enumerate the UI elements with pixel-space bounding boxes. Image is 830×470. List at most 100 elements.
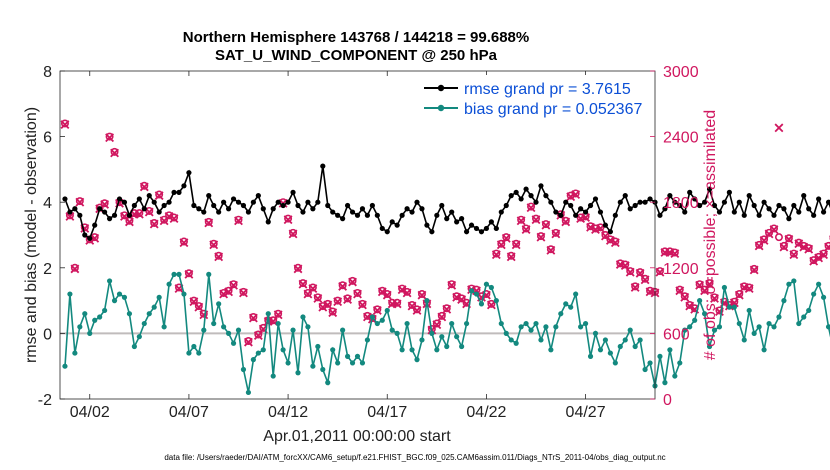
- plot-background: [60, 71, 655, 399]
- rmse-point: [141, 206, 147, 212]
- rmse-point: [488, 219, 494, 225]
- obs-assimilated-point: [685, 301, 695, 311]
- bias-point: [518, 324, 524, 330]
- obs-assimilated-point: [60, 120, 70, 130]
- obs-assimilated-point: [620, 261, 630, 271]
- bias-point: [444, 343, 450, 350]
- obs-assimilated-point: [194, 302, 204, 312]
- y-tick-label: 2: [43, 261, 52, 278]
- obs-possible-point: [70, 263, 79, 272]
- rmse-point: [310, 206, 316, 212]
- rmse-point: [731, 209, 737, 215]
- rmse-point: [270, 206, 276, 212]
- obs-possible-point: [700, 285, 709, 294]
- rmse-point: [553, 209, 559, 215]
- rmse-point: [568, 202, 574, 209]
- bias-point: [414, 357, 420, 363]
- rmse-point: [781, 206, 787, 212]
- bias-point: [553, 324, 559, 330]
- rmse-point: [597, 209, 604, 215]
- obs-assimilated-point: [392, 299, 402, 309]
- obs-assimilated-point: [293, 264, 303, 274]
- bias-point: [791, 278, 797, 284]
- obs-possible-point: [517, 215, 526, 224]
- obs-assimilated-point: [605, 236, 615, 245]
- bias-point: [116, 291, 123, 297]
- series-bias: [62, 271, 830, 396]
- bias-point: [156, 294, 162, 300]
- obs-assimilated-point: [124, 217, 134, 227]
- obs-possible-point: [507, 251, 516, 260]
- obs-assimilated-point: [169, 214, 179, 224]
- rmse-point: [106, 216, 113, 222]
- obs-possible-point: [750, 264, 759, 273]
- bias-point: [582, 320, 589, 327]
- obs-assimilated-point: [744, 284, 754, 294]
- bias-point: [632, 343, 638, 350]
- chart-title: Northern Hemisphere 143768 / 144218 = 99…: [183, 29, 529, 46]
- bias-point: [478, 301, 485, 307]
- bias-point: [72, 350, 78, 356]
- rmse-point: [97, 206, 103, 212]
- obs-assimilated-point: [521, 225, 531, 234]
- obs-possible-point: [626, 267, 635, 276]
- y-right-tick-label: 1800: [663, 195, 699, 212]
- bias-point: [285, 360, 291, 366]
- bias-point: [796, 320, 802, 327]
- obs-possible-point: [527, 202, 536, 211]
- obs-possible-point: [789, 249, 798, 258]
- bias-point: [87, 330, 93, 336]
- obs-possible-point: [492, 249, 501, 258]
- bias-point: [726, 304, 732, 310]
- obs-assimilated-point: [229, 280, 238, 290]
- rmse-point: [429, 229, 435, 235]
- bias-point: [776, 314, 782, 320]
- rmse-point: [513, 189, 519, 195]
- bias-point: [503, 330, 509, 336]
- bias-point: [340, 327, 346, 333]
- rmse-point: [111, 212, 118, 218]
- bias-point: [801, 314, 807, 320]
- rmse-point: [701, 199, 708, 205]
- rmse-point: [330, 209, 336, 215]
- obs-possible-point: [408, 300, 417, 309]
- bias-point: [379, 317, 385, 323]
- bias-point: [330, 347, 336, 353]
- obs-possible-point: [675, 285, 684, 294]
- bias-point: [265, 311, 271, 317]
- rmse-point: [369, 202, 375, 209]
- bias-point: [166, 281, 172, 287]
- obs-possible-point: [784, 234, 793, 243]
- rmse-point: [354, 212, 361, 218]
- obs-possible-point: [522, 224, 531, 233]
- bias-point: [820, 294, 827, 300]
- rmse-point: [201, 209, 207, 215]
- y-right-tick-label: 600: [663, 326, 690, 343]
- bias-point: [62, 363, 68, 369]
- bias-point: [221, 324, 227, 330]
- obs-assimilated-point: [328, 308, 338, 318]
- bias-point: [295, 370, 301, 376]
- rmse-point: [468, 222, 475, 228]
- obs-possible-point: [432, 319, 441, 328]
- obs-possible-point: [224, 286, 233, 295]
- rmse-point: [463, 229, 470, 235]
- y-axis-label: rmse and bias (model - observation): [23, 107, 40, 363]
- obs-assimilated-point: [700, 286, 710, 296]
- rmse-point: [751, 202, 757, 209]
- obs-possible-point: [249, 312, 258, 321]
- bias-point: [419, 337, 425, 343]
- bias-point: [687, 324, 693, 330]
- bias-point: [711, 327, 718, 333]
- obs-possible-point: [502, 233, 511, 242]
- obs-possible-point: [715, 306, 724, 315]
- obs-possible-point: [284, 214, 293, 223]
- rmse-point: [102, 209, 108, 215]
- bias-point: [568, 304, 574, 310]
- obs-assimilated-point: [437, 312, 447, 322]
- rmse-point: [176, 189, 182, 195]
- rmse-point: [771, 212, 777, 218]
- obs-assimilated-point: [283, 215, 293, 225]
- x-axis-label: Apr.01,2011 00:00:00 start: [263, 428, 451, 445]
